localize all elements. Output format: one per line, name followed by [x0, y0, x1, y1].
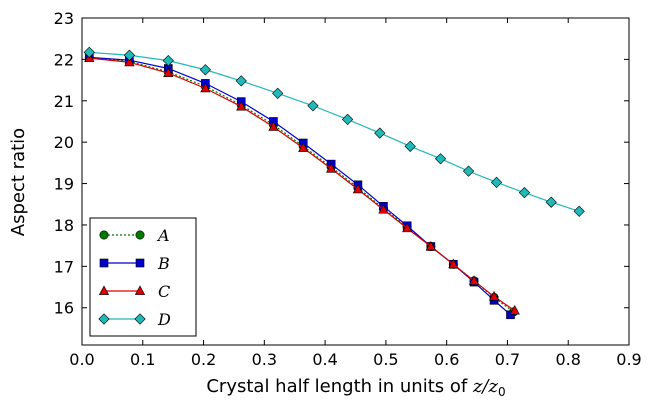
legend-marker	[99, 230, 109, 240]
data-point	[200, 82, 211, 93]
y-tick-label: 18	[54, 216, 74, 235]
x-tick-label: 0.8	[555, 350, 580, 369]
legend-entry: B	[99, 254, 170, 273]
data-point	[490, 176, 503, 188]
data-point	[506, 310, 515, 320]
data-point	[402, 222, 413, 233]
legend-marker	[134, 313, 146, 325]
data-point	[341, 113, 354, 126]
legend-entry: D	[98, 310, 171, 329]
legend-marker	[135, 258, 145, 268]
data-point	[434, 153, 447, 165]
legend-marker	[98, 285, 110, 295]
legend-marker	[135, 230, 145, 240]
x-tick-label: 0.0	[69, 350, 94, 369]
legend-marker	[134, 285, 146, 295]
legend-entry: A	[99, 226, 170, 245]
data-point	[425, 240, 436, 251]
y-tick-label: 22	[54, 50, 74, 69]
x-tick-label: 0.7	[495, 350, 520, 369]
x-tick-label: 0.9	[616, 350, 641, 369]
legend-entry: C	[98, 282, 170, 301]
x-axis-label-math: z/z	[472, 376, 499, 397]
data-point	[124, 56, 135, 67]
data-point	[199, 64, 212, 76]
data-point	[268, 121, 279, 131]
data-point	[374, 127, 386, 139]
data-point	[468, 275, 480, 285]
data-point	[352, 183, 364, 194]
y-tick-label: 16	[54, 299, 74, 318]
x-tick-label: 0.3	[252, 350, 277, 369]
x-tick-label: 0.5	[373, 350, 398, 369]
legend-label: B	[157, 254, 170, 273]
legend-label: D	[157, 310, 171, 329]
data-point	[518, 187, 531, 199]
data-point	[272, 87, 284, 99]
legend-label: C	[158, 282, 170, 301]
data-point	[83, 46, 95, 58]
y-tick-label: 20	[54, 133, 74, 152]
series-c	[84, 52, 520, 315]
y-tick-label: 21	[54, 92, 74, 111]
legend-marker	[99, 258, 109, 268]
axis-ticks: 0.0 0.1 0.2 0.3 0.4 0.5 0.6 0.7 0.8 0.9 16 17 18 19 20…	[54, 9, 642, 369]
data-point	[235, 75, 247, 87]
y-axis-label: Aspect ratio	[8, 128, 29, 236]
data-point	[123, 49, 136, 61]
data-point	[163, 67, 174, 77]
series-line	[89, 57, 516, 312]
data-point	[298, 142, 309, 152]
y-tick-label: 19	[54, 175, 74, 194]
x-tick-label: 0.4	[312, 350, 337, 369]
data-point	[509, 305, 520, 315]
data-point	[404, 140, 416, 152]
x-tick-label: 0.6	[434, 350, 459, 369]
x-axis-label-text: Crystal half length in units of	[206, 376, 473, 397]
x-axis-label-subscript: 0	[498, 385, 506, 399]
data-point	[462, 165, 475, 177]
data-point	[378, 204, 389, 214]
data-point	[307, 100, 319, 112]
series-line	[89, 56, 514, 313]
x-tick-label: 0.1	[130, 350, 155, 369]
series-d	[83, 46, 585, 217]
data-point	[236, 100, 247, 111]
data-point	[448, 258, 459, 269]
y-tick-label: 23	[54, 9, 74, 28]
data-point	[545, 196, 557, 208]
legend-label: A	[156, 226, 170, 245]
data-point	[488, 290, 500, 301]
series-layer	[83, 46, 585, 320]
data-point	[573, 205, 585, 217]
legend-marker	[98, 313, 110, 325]
y-tick-label: 17	[54, 257, 74, 276]
x-axis-label: Crystal half length in units of z/z0	[206, 376, 505, 399]
x-tick-label: 0.2	[191, 350, 216, 369]
series-line	[89, 51, 580, 212]
data-point	[326, 163, 337, 173]
data-point	[162, 55, 174, 67]
